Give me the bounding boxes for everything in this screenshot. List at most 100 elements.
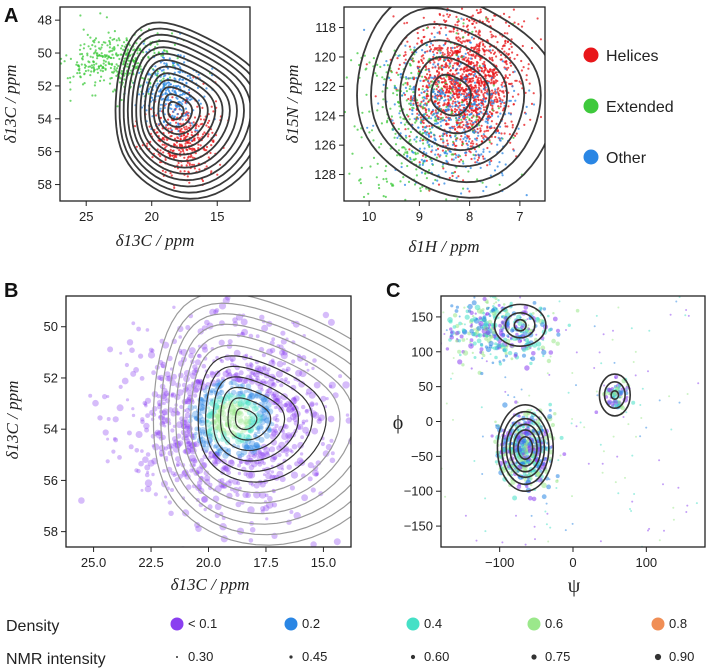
density-point (231, 394, 238, 402)
data-point-extended (411, 57, 414, 60)
data-point-extended (413, 183, 417, 186)
data-point-extended (99, 64, 102, 67)
data-point-helices (417, 37, 420, 40)
data-point-extended (478, 64, 481, 67)
data-point-helices (508, 48, 511, 51)
density-point (264, 432, 270, 439)
data-point-other (162, 68, 165, 71)
data-point-extended (83, 72, 86, 75)
density-point (176, 463, 180, 467)
data-point-other (430, 42, 433, 45)
data-point-helices (170, 174, 173, 177)
data-point-helices (510, 51, 514, 54)
contour-line (212, 376, 300, 462)
data-point-extended (372, 156, 376, 159)
data-point-helices (458, 104, 462, 107)
density-point (216, 378, 221, 383)
data-point-other (455, 123, 458, 126)
data-point-helices (185, 128, 188, 131)
data-point-extended (108, 82, 112, 85)
density-point (204, 385, 209, 390)
data-point-other (498, 131, 501, 135)
data-point-extended (441, 138, 444, 141)
density-point (214, 428, 219, 434)
density-point (217, 395, 224, 402)
data-point-extended (471, 30, 474, 33)
data-point-extended (101, 43, 104, 46)
data-point-other (162, 120, 166, 123)
density-point (203, 507, 207, 512)
data-point-helices (477, 76, 480, 79)
density-point (164, 495, 168, 499)
data-point-extended (106, 44, 109, 47)
density-point (144, 479, 153, 487)
data-point-extended (94, 37, 98, 40)
density-point (214, 308, 220, 313)
density-point (241, 393, 246, 399)
data-point-extended (409, 64, 412, 67)
density-point (113, 437, 119, 443)
data-point-other (383, 64, 386, 67)
y-tick-label: 122 (314, 79, 336, 94)
density-point (197, 382, 202, 387)
density-point (164, 371, 171, 378)
data-point-extended (365, 67, 368, 70)
density-point (225, 296, 231, 301)
density-point (192, 364, 198, 370)
data-point-other (492, 102, 495, 105)
data-point-helices (432, 50, 435, 53)
data-point-helices (466, 134, 469, 137)
data-point-other (411, 109, 414, 112)
data-point-helices (517, 93, 520, 96)
data-point (526, 416, 529, 419)
density-point (264, 391, 271, 397)
density-point (168, 510, 174, 516)
data-point-extended (117, 37, 120, 40)
data-point-other (499, 112, 502, 115)
data-point-helices (416, 112, 419, 115)
data-point-helices (149, 108, 153, 111)
data-point-extended (102, 66, 105, 70)
data-point-extended (170, 32, 174, 35)
data-point-helices (187, 155, 190, 158)
data-point-other (398, 112, 401, 115)
data-point-extended (452, 153, 455, 156)
data-point (541, 482, 547, 489)
data-point-helices (439, 58, 442, 61)
density-point (175, 411, 181, 416)
data-point-helices (473, 86, 476, 89)
density-point (105, 459, 110, 464)
data-point-other (409, 102, 412, 105)
data-point-helices (492, 69, 496, 72)
data-point-helices (474, 161, 477, 164)
data-point-other (423, 51, 426, 54)
density-point (265, 402, 272, 409)
data-point-other (425, 88, 429, 91)
data-point-extended (405, 99, 408, 102)
density-point (185, 407, 191, 413)
data-point-helices (198, 168, 201, 171)
data-point-extended (498, 183, 501, 186)
data-point-other (196, 86, 200, 89)
data-point-other (431, 114, 434, 117)
density-point (255, 375, 260, 380)
data-point-extended (153, 51, 156, 55)
density-point (206, 429, 212, 435)
data-point-extended (127, 59, 130, 62)
density-point (229, 459, 235, 465)
data-point-helices (469, 83, 473, 86)
data-point-other (145, 109, 148, 112)
density-point (92, 399, 99, 407)
density-point (313, 381, 321, 389)
data-point-helices (446, 139, 449, 142)
data-point-helices (499, 58, 502, 61)
density-point (271, 502, 278, 508)
data-point-other (430, 131, 433, 134)
data-point-extended (419, 187, 422, 190)
data-point-helices (483, 108, 486, 111)
data-point-other (451, 127, 454, 130)
data-point-helices (525, 74, 528, 77)
data-point-helices (523, 20, 526, 23)
data-point-other (507, 112, 510, 115)
data-point-helices (460, 135, 463, 138)
